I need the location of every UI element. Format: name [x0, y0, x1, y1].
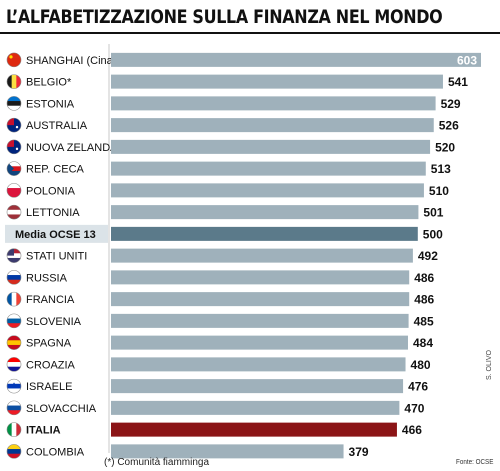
bar-russia: [111, 270, 410, 285]
average-row-background: [5, 224, 108, 243]
category-label-nuova-zelanda: NUOVA ZELANDA: [26, 142, 118, 154]
bar-slovacchia: [111, 400, 400, 415]
usa-flag-icon: [6, 248, 22, 263]
category-label-australia: AUSTRALIA: [26, 120, 88, 132]
bar-italia: [111, 422, 397, 437]
estonia-flag-icon: [6, 96, 22, 111]
author-credit: S. OLIVO: [486, 350, 493, 380]
value-label-estonia: 529: [441, 97, 461, 111]
category-label-croazia: CROAZIA: [26, 359, 76, 371]
bar-nuova-zelanda: [111, 139, 431, 154]
category-label-colombia: COLOMBIA: [26, 446, 85, 458]
category-label-rep-ceca: REP. CECA: [26, 164, 85, 176]
bar-lettonia: [111, 205, 419, 220]
slovenia-flag-icon: [6, 313, 22, 329]
new-zealand-flag-icon: [6, 139, 22, 155]
value-label-belgio: 541: [448, 75, 468, 89]
category-label-russia: RUSSIA: [26, 272, 68, 284]
category-label-italia: ITALIA: [26, 425, 61, 437]
value-label-spagna: 484: [413, 336, 433, 350]
value-label-shanghai-cina: 603: [457, 53, 477, 67]
bar-media-ocse-13: [111, 226, 418, 241]
value-label-lettonia: 501: [423, 206, 443, 220]
title-rule: [0, 32, 500, 34]
bar-rep-ceca: [111, 161, 426, 176]
bar-spagna: [111, 335, 408, 350]
category-label-belgio: BELGIO*: [26, 77, 72, 89]
category-label-shanghai-cina: SHANGHAI (Cina): [26, 55, 116, 67]
italy-flag-icon: [6, 422, 22, 437]
bar-polonia: [111, 183, 424, 198]
category-label-israele: ISRAELE: [26, 381, 72, 393]
russia-flag-icon: [6, 270, 22, 285]
belgium-flag-icon: [6, 74, 22, 89]
category-label-stati-uniti: STATI UNITI: [26, 251, 87, 263]
value-label-media-ocse-13: 500: [423, 227, 443, 241]
category-label-media-ocse-13: Media OCSE 13: [15, 229, 96, 241]
value-label-nuova-zelanda: 520: [435, 140, 455, 154]
category-label-slovacchia: SLOVACCHIA: [26, 403, 97, 415]
bar-stati-uniti: [111, 248, 413, 263]
bar-croazia: [111, 357, 406, 372]
value-label-russia: 486: [414, 271, 434, 285]
value-label-polonia: 510: [429, 184, 449, 198]
bar-francia: [111, 292, 410, 307]
bar-colombia: [111, 444, 344, 459]
bar-slovenia: [111, 313, 409, 328]
czech-flag-icon: [6, 161, 22, 176]
spain-flag-icon: [6, 335, 22, 350]
value-label-francia: 486: [414, 293, 434, 307]
value-label-croazia: 480: [411, 358, 431, 372]
category-label-lettonia: LETTONIA: [26, 207, 80, 219]
category-label-polonia: POLONIA: [26, 185, 76, 197]
bar-belgio: [111, 74, 443, 89]
bar-estonia: [111, 96, 436, 111]
value-label-rep-ceca: 513: [431, 162, 451, 176]
france-flag-icon: [6, 291, 22, 307]
value-label-australia: 526: [439, 119, 459, 133]
latvia-flag-icon: [6, 204, 22, 220]
chart-title: L’ALFABETIZZAZIONE SULLA FINANZA NEL MON…: [6, 6, 443, 28]
value-label-stati-uniti: 492: [418, 249, 438, 263]
bar-australia: [111, 118, 434, 133]
israel-flag-icon: [6, 378, 22, 394]
value-label-italia: 466: [402, 423, 422, 437]
category-label-slovenia: SLOVENIA: [26, 316, 82, 328]
bar-israele: [111, 379, 404, 394]
value-label-slovenia: 485: [414, 314, 434, 328]
slovakia-flag-icon: [6, 400, 22, 416]
value-label-colombia: 379: [349, 445, 369, 459]
value-label-israele: 476: [408, 380, 428, 394]
colombia-flag-icon: [6, 444, 22, 459]
croatia-flag-icon: [6, 357, 22, 372]
footnote: (*) Comunità fiamminga: [104, 457, 210, 468]
source-note: Fonte: OCSE: [456, 459, 494, 466]
bar-shanghai-cina: [111, 52, 481, 67]
australia-flag-icon: [6, 117, 22, 133]
category-label-estonia: ESTONIA: [26, 98, 75, 110]
poland-flag-icon: [6, 183, 22, 198]
category-label-spagna: SPAGNA: [26, 338, 72, 350]
china-flag-icon: [6, 52, 22, 68]
value-label-slovacchia: 470: [404, 401, 424, 415]
category-label-francia: FRANCIA: [26, 294, 75, 306]
